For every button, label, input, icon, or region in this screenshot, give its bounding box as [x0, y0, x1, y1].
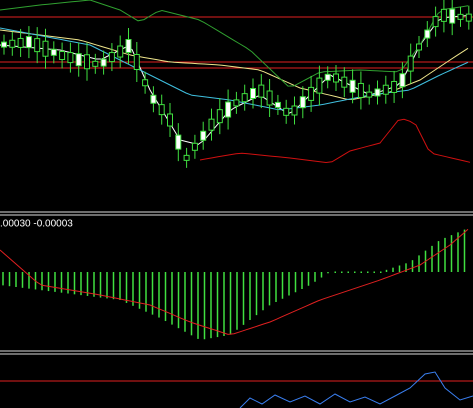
band-line [0, 0, 469, 87]
candle-body [349, 79, 356, 93]
indicator-label: .00030 -0.00003 [0, 219, 73, 230]
candle-body [283, 107, 290, 116]
candle-body [108, 52, 115, 63]
candle-body [142, 79, 149, 87]
candle-body [150, 94, 157, 104]
candle-body [125, 39, 132, 53]
histogram-dot [347, 271, 349, 273]
oscillator-line [239, 371, 473, 408]
price-panel [0, 0, 473, 168]
candle-body [399, 73, 406, 88]
candle-body [200, 130, 207, 141]
candle-body [25, 36, 32, 49]
histogram-dot [367, 271, 369, 273]
candle-body [183, 154, 190, 161]
candle-body [374, 88, 381, 97]
candle-body [291, 105, 298, 116]
candle-body [50, 48, 57, 56]
candle-body [67, 52, 74, 64]
candle-body [241, 93, 248, 103]
candle-body [407, 55, 414, 72]
candle-body [59, 51, 66, 61]
band-line [199, 118, 471, 164]
candle-body [440, 8, 447, 22]
candle-body [75, 53, 82, 67]
candle-body [341, 76, 348, 88]
candle-body [17, 37, 24, 48]
signal-line [0, 228, 469, 335]
candle-body [216, 109, 223, 124]
candle-body [208, 118, 215, 131]
candle-body [117, 45, 124, 58]
histogram-dot [354, 271, 356, 273]
candle-body [274, 101, 281, 108]
candle-body [316, 77, 323, 94]
candle-body [324, 73, 331, 81]
candle-body [100, 58, 107, 67]
candle-body [158, 104, 165, 116]
candle-body [366, 91, 373, 98]
candle-body [357, 82, 364, 98]
candle-body [308, 86, 315, 101]
histogram-dot [341, 271, 343, 273]
histogram-dot [360, 271, 362, 273]
candle-body [299, 96, 306, 109]
candle-body [1, 41, 7, 48]
candle-body [465, 13, 472, 22]
candle-body [432, 16, 439, 28]
histogram-dot [373, 271, 375, 273]
candle-body [258, 84, 265, 98]
candle-body [225, 101, 232, 118]
histogram-dot [334, 271, 336, 273]
candle-body [42, 40, 49, 57]
candle-body [133, 54, 140, 70]
candle-body [34, 38, 41, 53]
candle-body [382, 84, 389, 95]
histogram-dot [380, 271, 382, 273]
candle-body [424, 29, 431, 39]
candle-body [266, 90, 273, 106]
candle-body [233, 99, 240, 107]
candle-body [9, 39, 16, 48]
candle-body [175, 134, 182, 150]
candle-body [416, 43, 422, 51]
candle-body [391, 80, 398, 93]
candle-body [167, 113, 173, 127]
candle-body [191, 142, 198, 151]
candle-body [92, 60, 99, 67]
candle-body [84, 54, 90, 70]
candle-body [333, 73, 339, 83]
candle-body [457, 13, 464, 20]
candle-body [449, 8, 456, 24]
macd-panel [0, 228, 469, 340]
candle-body [250, 88, 256, 99]
